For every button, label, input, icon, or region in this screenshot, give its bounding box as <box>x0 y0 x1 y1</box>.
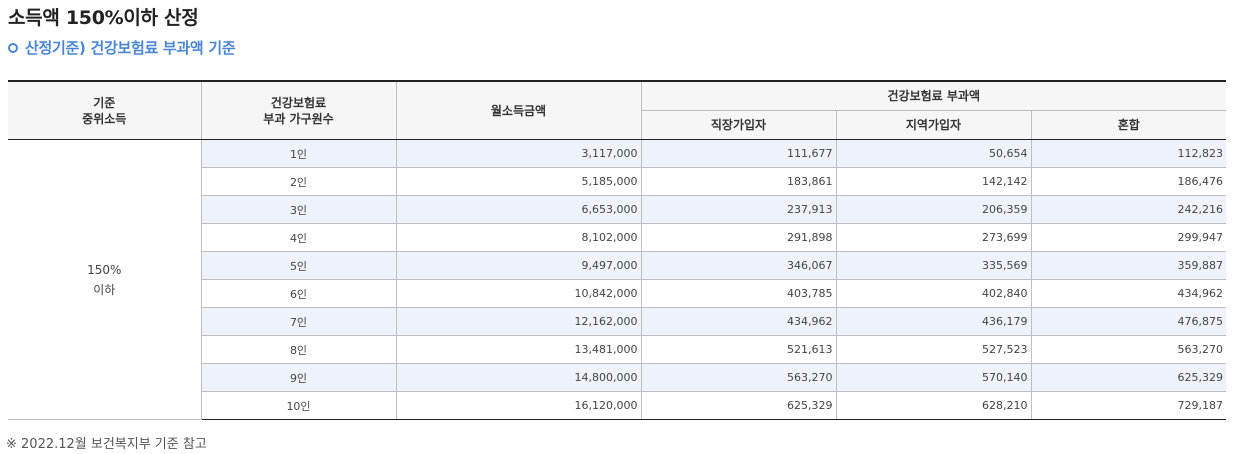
table-row: 9인 14,800,000 563,270 570,140 625,329 <box>8 363 1226 392</box>
mixed-premium-cell: 299,947 <box>1030 223 1226 252</box>
household-cell: 1인 <box>200 139 397 168</box>
regional-premium-cell: 206,359 <box>835 195 1032 224</box>
footnote: ※ 2022.12월 보건복지부 기준 참고 <box>6 437 207 452</box>
group-label-line1: 150% <box>87 262 122 277</box>
mixed-premium-cell: 434,962 <box>1030 279 1226 308</box>
monthly-income-cell: 16,120,000 <box>395 391 642 420</box>
employee-premium-cell: 183,861 <box>640 167 837 196</box>
household-cell: 8인 <box>200 335 397 364</box>
household-cell: 7인 <box>200 307 397 336</box>
household-cell: 4인 <box>200 223 397 252</box>
monthly-income-cell: 5,185,000 <box>395 167 642 196</box>
monthly-income-cell: 13,481,000 <box>395 335 642 364</box>
header-household: 건강보험료 부과 가구원수 <box>200 80 397 140</box>
mixed-premium-cell: 729,187 <box>1030 391 1226 420</box>
mixed-premium-cell: 359,887 <box>1030 251 1226 280</box>
header-median-income: 기준 중위소득 <box>8 80 202 140</box>
table-row: 8인 13,481,000 521,613 527,523 563,270 <box>8 335 1226 364</box>
header-employee: 직장가입자 <box>640 110 837 140</box>
header-monthly-income: 월소득금액 <box>395 80 642 140</box>
regional-premium-cell: 142,142 <box>835 167 1032 196</box>
subtitle-text: 산정기준) 건강보험료 부과액 기준 <box>25 39 236 57</box>
regional-premium-cell: 273,699 <box>835 223 1032 252</box>
household-cell: 3인 <box>200 195 397 224</box>
regional-premium-cell: 570,140 <box>835 363 1032 392</box>
mixed-premium-cell: 242,216 <box>1030 195 1226 224</box>
header-mixed: 혼합 <box>1030 110 1226 140</box>
header-household-line1: 건강보험료 <box>270 95 327 110</box>
page-title: 소득액 150%이하 산정 <box>8 7 199 29</box>
regional-premium-cell: 335,569 <box>835 251 1032 280</box>
regional-premium-cell: 436,179 <box>835 307 1032 336</box>
table-row: 4인 8,102,000 291,898 273,699 299,947 <box>8 223 1226 252</box>
mixed-premium-cell: 112,823 <box>1030 139 1226 168</box>
employee-premium-cell: 111,677 <box>640 139 837 168</box>
employee-premium-cell: 403,785 <box>640 279 837 308</box>
mixed-premium-cell: 625,329 <box>1030 363 1226 392</box>
table-row: 7인 12,162,000 434,962 436,179 476,875 <box>8 307 1226 336</box>
table-row: 10인 16,120,000 625,329 628,210 729,187 <box>8 391 1226 420</box>
monthly-income-cell: 3,117,000 <box>395 139 642 168</box>
household-cell: 5인 <box>200 251 397 280</box>
header-premium-group: 건강보험료 부과액 <box>640 80 1226 111</box>
regional-premium-cell: 50,654 <box>835 139 1032 168</box>
household-cell: 9인 <box>200 363 397 392</box>
premium-table: 기준 중위소득 건강보험료 부과 가구원수 월소득금액 건강보험료 부과액 직장… <box>8 80 1226 420</box>
employee-premium-cell: 346,067 <box>640 251 837 280</box>
monthly-income-cell: 10,842,000 <box>395 279 642 308</box>
household-cell: 2인 <box>200 167 397 196</box>
section-subtitle: 산정기준) 건강보험료 부과액 기준 <box>8 37 236 58</box>
regional-premium-cell: 527,523 <box>835 335 1032 364</box>
regional-premium-cell: 402,840 <box>835 279 1032 308</box>
employee-premium-cell: 237,913 <box>640 195 837 224</box>
employee-premium-cell: 434,962 <box>640 307 837 336</box>
circle-bullet-icon <box>8 42 18 53</box>
header-median-income-line2: 중위소득 <box>82 111 127 126</box>
employee-premium-cell: 291,898 <box>640 223 837 252</box>
header-household-line2: 부과 가구원수 <box>263 111 334 126</box>
group-label-cell: 150% 이하 <box>8 139 202 420</box>
monthly-income-cell: 14,800,000 <box>395 363 642 392</box>
employee-premium-cell: 563,270 <box>640 363 837 392</box>
header-median-income-line1: 기준 <box>93 95 116 110</box>
mixed-premium-cell: 186,476 <box>1030 167 1226 196</box>
employee-premium-cell: 625,329 <box>640 391 837 420</box>
mixed-premium-cell: 476,875 <box>1030 307 1226 336</box>
monthly-income-cell: 6,653,000 <box>395 195 642 224</box>
employee-premium-cell: 521,613 <box>640 335 837 364</box>
monthly-income-cell: 8,102,000 <box>395 223 642 252</box>
mixed-premium-cell: 563,270 <box>1030 335 1226 364</box>
monthly-income-cell: 9,497,000 <box>395 251 642 280</box>
group-label-line2: 이하 <box>93 282 116 297</box>
regional-premium-cell: 628,210 <box>835 391 1032 420</box>
monthly-income-cell: 12,162,000 <box>395 307 642 336</box>
header-regional: 지역가입자 <box>835 110 1032 140</box>
household-cell: 10인 <box>200 391 397 420</box>
table-row: 150% 이하 1인 3,117,000 111,677 50,654 112,823 <box>8 139 1226 420</box>
household-cell: 6인 <box>200 279 397 308</box>
table-row: 3인 6,653,000 237,913 206,359 242,216 <box>8 195 1226 224</box>
